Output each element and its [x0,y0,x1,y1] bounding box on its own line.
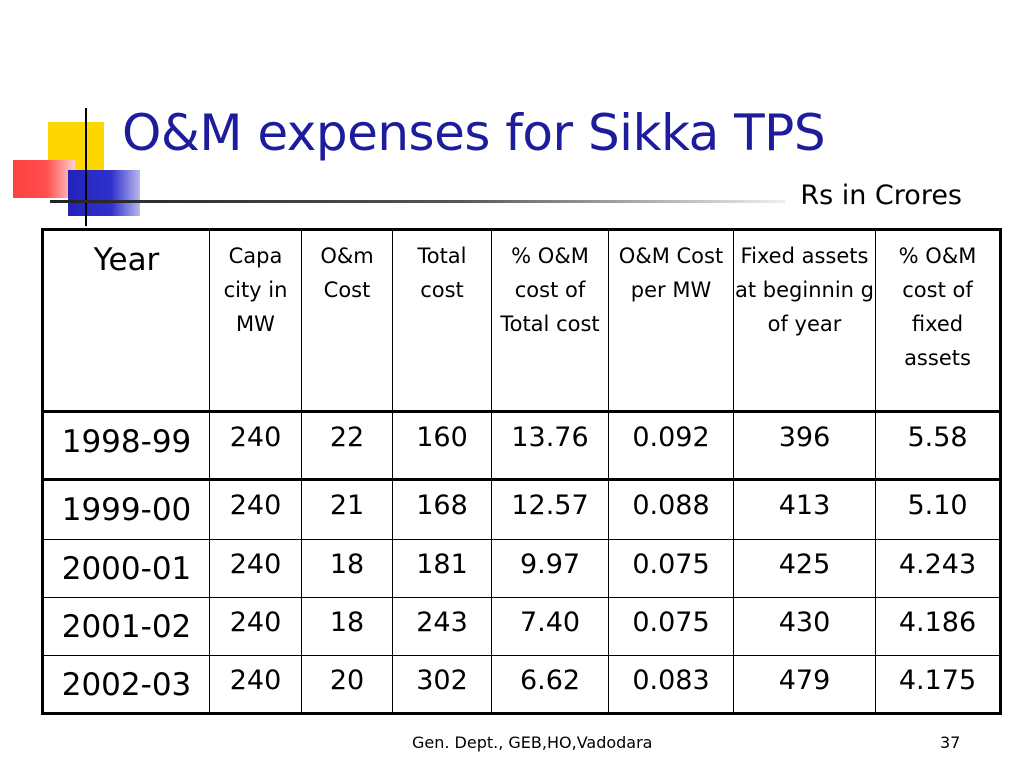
cell-om-pct-total: 13.76 [491,410,609,480]
cell-year: 2001-02 [42,597,210,656]
decor-red-bar [13,160,75,198]
cell-total-cost: 160 [392,410,492,480]
cell-capacity: 240 [209,597,302,656]
cell-fixed-assets: 479 [733,655,876,714]
col-header-om-per-mw: O&M Cost per MW [608,229,734,412]
cell-om-cost: 22 [301,410,393,480]
cell-om-cost: 21 [301,478,393,540]
cell-year: 2002-03 [42,655,210,714]
table-row: 2001-02 240 18 243 7.40 0.075 430 4.186 [42,597,1001,656]
decor-vertical-line [85,108,87,226]
cell-om-pct-assets: 5.10 [875,478,1001,540]
cell-total-cost: 181 [392,539,492,598]
cell-fixed-assets: 413 [733,478,876,540]
cell-year: 2000-01 [42,539,210,598]
cell-om-per-mw: 0.083 [608,655,734,714]
col-header-capacity: Capa city in MW [209,229,302,412]
slide-title: O&M expenses for Sikka TPS [122,104,826,162]
cell-total-cost: 168 [392,478,492,540]
cell-om-pct-total: 12.57 [491,478,609,540]
table-row: 1998-99 240 22 160 13.76 0.092 396 5.58 [42,410,1001,480]
cell-om-per-mw: 0.092 [608,410,734,480]
page-number: 37 [940,733,961,752]
table-row: 2000-01 240 18 181 9.97 0.075 425 4.243 [42,539,1001,598]
cell-om-pct-assets: 5.58 [875,410,1001,480]
cell-om-cost: 18 [301,539,393,598]
cell-om-cost: 18 [301,597,393,656]
col-header-om-pct-total: % O&M cost of Total cost [491,229,609,412]
col-header-om-pct-assets: % O&M cost of fixed assets [875,229,1001,412]
col-header-year: Year [42,229,210,412]
cell-fixed-assets: 425 [733,539,876,598]
cell-total-cost: 243 [392,597,492,656]
cell-om-per-mw: 0.075 [608,539,734,598]
table-row: 2002-03 240 20 302 6.62 0.083 479 4.175 [42,655,1001,714]
cell-year: 1999-00 [42,478,210,540]
cell-om-pct-assets: 4.186 [875,597,1001,656]
col-header-fixed-assets: Fixed assets at beginnin g of year [733,229,876,412]
col-header-om-cost: O&m Cost [301,229,393,412]
footer-text: Gen. Dept., GEB,HO,Vadodara [412,733,653,752]
cell-om-per-mw: 0.088 [608,478,734,540]
cell-capacity: 240 [209,478,302,540]
cell-capacity: 240 [209,539,302,598]
cell-om-pct-assets: 4.175 [875,655,1001,714]
cell-om-pct-assets: 4.243 [875,539,1001,598]
cell-year: 1998-99 [42,410,210,480]
cell-total-cost: 302 [392,655,492,714]
col-header-total-cost: Total cost [392,229,492,412]
cell-om-per-mw: 0.075 [608,597,734,656]
cell-om-pct-total: 6.62 [491,655,609,714]
om-expenses-table: Year Capa city in MW O&m Cost Total cost… [41,228,1002,715]
cell-fixed-assets: 396 [733,410,876,480]
cell-om-pct-total: 9.97 [491,539,609,598]
table-header-row: Year Capa city in MW O&m Cost Total cost… [42,229,1001,412]
cell-capacity: 240 [209,410,302,480]
cell-om-cost: 20 [301,655,393,714]
cell-om-pct-total: 7.40 [491,597,609,656]
decor-blue-square [68,170,140,216]
decor-horizontal-rule [50,200,785,203]
units-label: Rs in Crores [800,180,962,211]
table-row: 1999-00 240 21 168 12.57 0.088 413 5.10 [42,478,1001,540]
cell-fixed-assets: 430 [733,597,876,656]
cell-capacity: 240 [209,655,302,714]
